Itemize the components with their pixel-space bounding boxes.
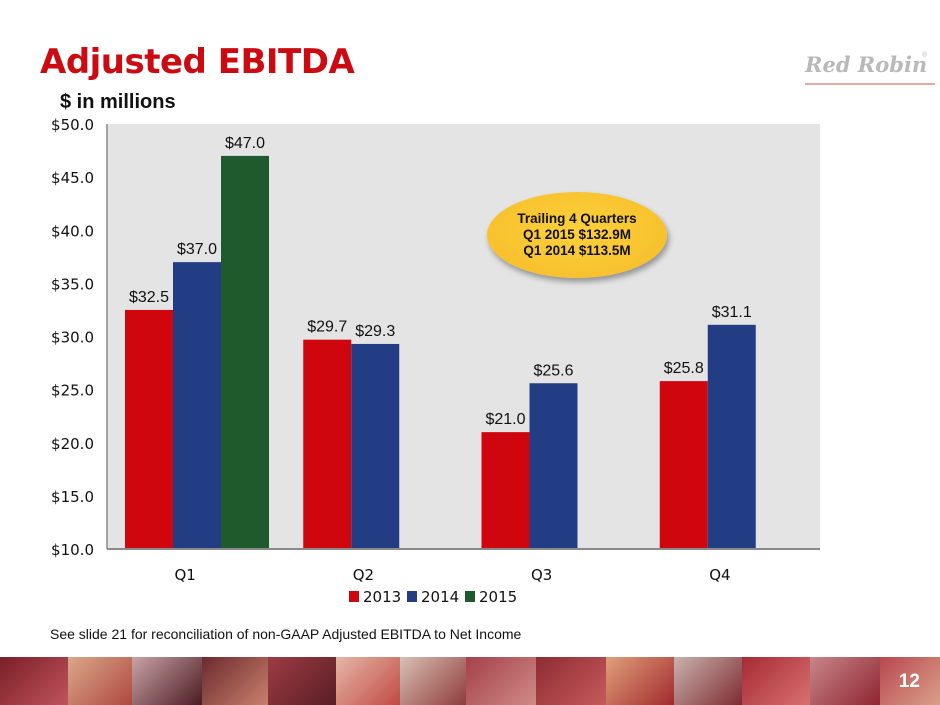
bars <box>125 155 756 549</box>
data-label: $21.0 <box>485 411 525 428</box>
photo-tile <box>606 657 674 705</box>
callout-q1-2014: Q1 2014 $113.5M <box>523 243 631 258</box>
y-tick-label: $35.0 <box>51 275 94 293</box>
x-tick-label: Q2 <box>353 566 374 584</box>
x-axis: Q1 Q2 Q3 Q4 <box>107 548 820 584</box>
photo-tile <box>400 657 466 705</box>
x-tick-label: Q1 <box>174 566 195 584</box>
callout-heading: Trailing 4 Quarters <box>517 211 637 226</box>
logo-underline <box>805 83 935 85</box>
y-tick-label: $25.0 <box>51 382 94 400</box>
data-label: $25.8 <box>664 360 704 377</box>
y-tick-label: $40.0 <box>51 222 94 240</box>
legend-swatch-2014 <box>407 591 417 602</box>
trailing-quarters-callout: Trailing 4 Quarters Q1 2015 $132.9M Q1 2… <box>487 192 667 278</box>
legend-swatch-2015 <box>465 591 475 602</box>
data-label: $25.6 <box>533 362 573 379</box>
photo-tile <box>674 657 742 705</box>
photo-tile <box>68 657 132 705</box>
legend: 2013 2014 2015 <box>349 588 517 606</box>
photo-tile <box>132 657 202 705</box>
data-label: $32.5 <box>129 289 169 306</box>
registered-mark: ® <box>922 52 928 59</box>
bar-2013-q2 <box>303 339 352 549</box>
photo-tile <box>466 657 536 705</box>
bar-2013-q1 <box>125 309 173 549</box>
y-tick-label: $20.0 <box>51 435 94 453</box>
bar-2014-q3 <box>529 383 578 549</box>
x-tick-label: Q3 <box>531 566 552 584</box>
logo-text: Red Robin <box>805 52 928 77</box>
photo-strip <box>0 657 940 705</box>
legend-label-2014: 2014 <box>421 588 459 606</box>
legend-label-2013: 2013 <box>363 588 401 606</box>
data-label: $37.0 <box>177 241 217 258</box>
page-number: 12 <box>898 671 920 692</box>
y-axis: $10.0 $15.0 $20.0 $25.0 $30.0 $35.0 $40.0 $45.0… <box>51 116 108 559</box>
data-labels: $32.5 $37.0 $47.0 $29.7 $29.3 $21.0 $25.6 $25.8… <box>129 135 752 428</box>
bar-2015-q1 <box>221 155 269 549</box>
bar-2014-q2 <box>351 343 400 549</box>
legend-label-2015: 2015 <box>479 588 517 606</box>
bar-2014-q1 <box>173 262 221 549</box>
photo-tile <box>0 657 68 705</box>
photo-tile <box>268 657 336 705</box>
y-tick-label: $15.0 <box>51 488 94 506</box>
photo-tile <box>880 657 940 705</box>
bar-2014-q4 <box>707 324 756 549</box>
bar-2013-q4 <box>659 381 708 549</box>
x-tick-label: Q4 <box>709 566 730 584</box>
y-tick-label: $10.0 <box>51 541 94 559</box>
data-label: $31.1 <box>712 304 752 321</box>
callout-q1-2015: Q1 2015 $132.9M <box>522 227 632 242</box>
y-tick-label: $30.0 <box>51 329 94 347</box>
photo-tile <box>202 657 268 705</box>
photo-tile <box>536 657 606 705</box>
ebitda-bar-chart: $10.0 $15.0 $20.0 $25.0 $30.0 $35.0 $40.0 $45.0… <box>51 116 820 606</box>
units-subtitle: $ in millions <box>60 91 176 113</box>
y-tick-label: $45.0 <box>51 169 94 187</box>
legend-swatch-2013 <box>349 591 359 602</box>
footnote: See slide 21 for reconciliation of non-G… <box>50 626 522 642</box>
bar-2013-q3 <box>481 432 530 549</box>
data-label: $29.7 <box>307 319 347 336</box>
data-label: $47.0 <box>225 135 265 152</box>
photo-tile <box>742 657 810 705</box>
photo-tile <box>336 657 400 705</box>
data-label: $29.3 <box>355 323 395 340</box>
photo-tile <box>810 657 880 705</box>
slide-title: Adjusted EBITDA <box>40 42 355 82</box>
y-tick-label: $50.0 <box>51 116 94 134</box>
